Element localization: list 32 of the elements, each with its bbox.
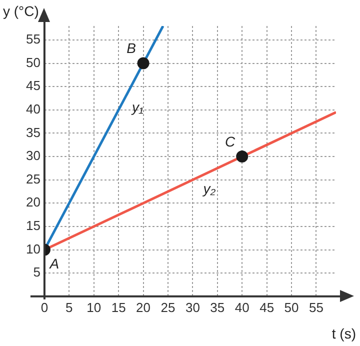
annotation: A — [48, 256, 60, 272]
series-label: y₂ — [202, 180, 216, 197]
y-tick-label: 20 — [26, 194, 40, 210]
y-tick-label: 10 — [26, 241, 40, 256]
x-tick-label: 25 — [160, 300, 176, 315]
x-tick-label: 5 — [66, 300, 73, 315]
x-tick-label: 20 — [136, 300, 151, 315]
x-tick-label: 30 — [185, 300, 200, 315]
y-tick-label: 15 — [26, 218, 40, 234]
x-tick-label: 40 — [234, 300, 250, 315]
x-tick-label: 35 — [210, 300, 225, 315]
y-tick-label: 5 — [33, 264, 40, 280]
y-tick-label: 55 — [26, 32, 40, 47]
point — [137, 57, 150, 70]
series-label: y₁ — [130, 98, 144, 115]
x-tick-label: 10 — [86, 300, 102, 315]
y-axis-title: y (°C) — [3, 3, 39, 19]
x-tick-label: 0 — [40, 300, 48, 315]
x-tick-label: 15 — [111, 300, 126, 315]
annotation: B — [126, 40, 136, 56]
point — [236, 150, 248, 163]
x-tick-label: 55 — [309, 300, 324, 315]
y-tick-label: 30 — [26, 148, 40, 164]
y-tick-label: 40 — [26, 101, 40, 116]
x-tick-label: 50 — [284, 300, 299, 315]
y-tick-label: 35 — [26, 124, 40, 140]
x-axis-title: t (s) — [332, 325, 356, 342]
y-tick-label: 45 — [26, 78, 40, 94]
annotation: C — [225, 133, 236, 150]
y-tick-label: 25 — [26, 171, 40, 186]
y-tick-label: 50 — [26, 54, 40, 70]
x-tick-label: 45 — [260, 300, 274, 315]
